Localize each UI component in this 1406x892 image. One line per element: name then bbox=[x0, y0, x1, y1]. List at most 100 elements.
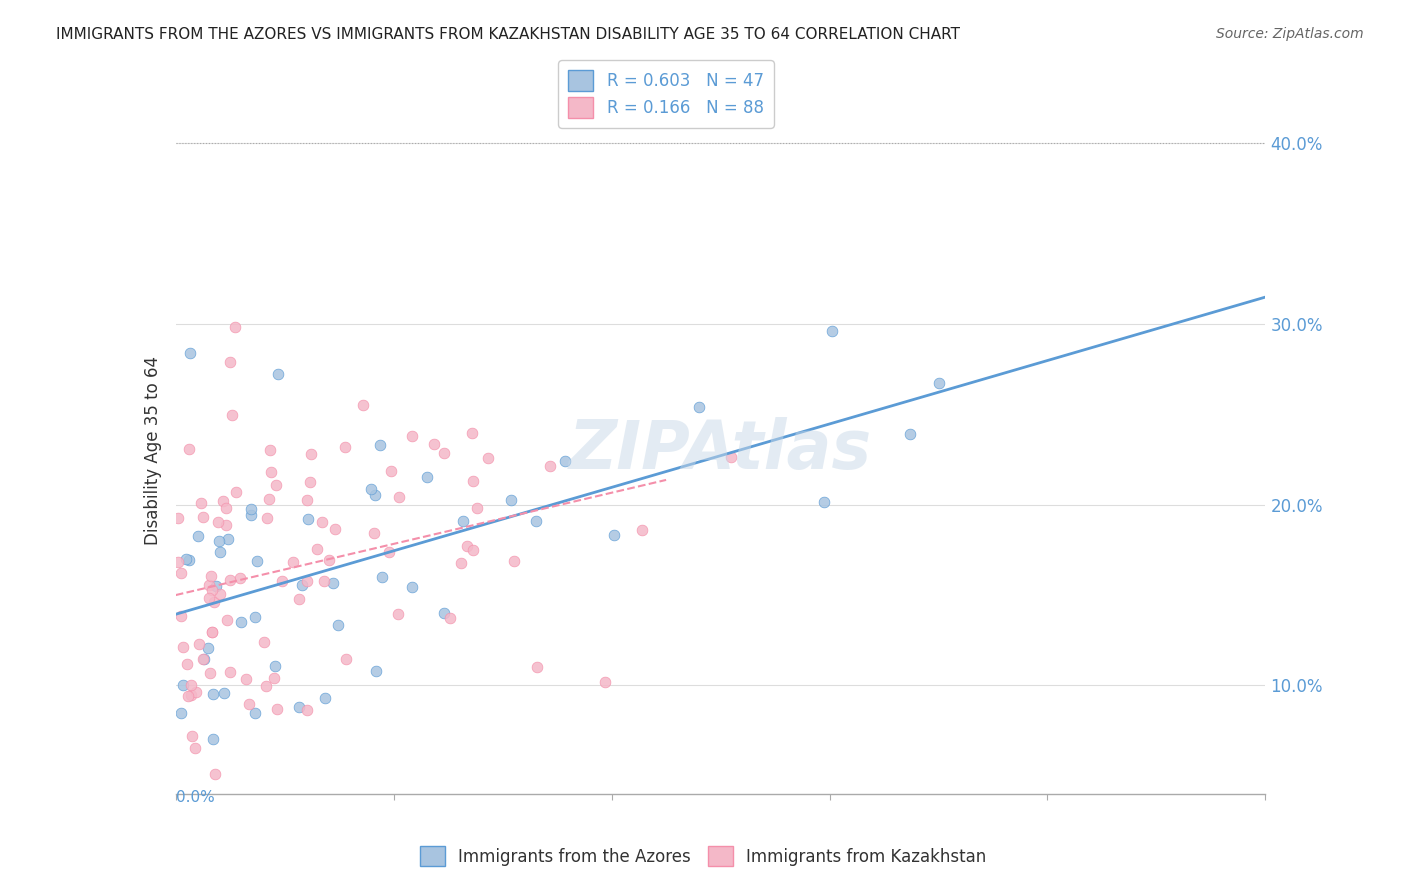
Point bbox=[364, 488, 387, 502]
Point bbox=[198, 591, 221, 606]
Point bbox=[352, 398, 374, 412]
Point bbox=[174, 551, 197, 566]
Point bbox=[177, 442, 200, 456]
Point bbox=[198, 665, 221, 680]
Point bbox=[538, 458, 561, 473]
Point bbox=[201, 732, 224, 747]
Point bbox=[314, 691, 336, 706]
Point bbox=[266, 702, 288, 716]
Point bbox=[215, 500, 238, 515]
Point bbox=[197, 640, 219, 655]
Point bbox=[318, 552, 340, 566]
Point bbox=[297, 511, 319, 525]
Point bbox=[172, 640, 194, 654]
Point bbox=[503, 554, 526, 568]
Point bbox=[219, 573, 242, 587]
Point bbox=[256, 511, 278, 525]
Point bbox=[898, 426, 921, 441]
Point bbox=[323, 522, 346, 536]
Point bbox=[287, 591, 309, 606]
Point bbox=[312, 574, 335, 588]
Point bbox=[335, 652, 357, 666]
Point bbox=[593, 675, 616, 690]
Point bbox=[240, 501, 263, 516]
Point bbox=[259, 442, 281, 457]
Point bbox=[416, 470, 439, 484]
Point bbox=[246, 553, 269, 567]
Point bbox=[267, 367, 290, 381]
Point bbox=[204, 766, 226, 780]
Point bbox=[295, 493, 318, 508]
Point bbox=[450, 556, 472, 570]
Point bbox=[371, 569, 394, 583]
Text: ZIPAtlas: ZIPAtlas bbox=[569, 417, 872, 483]
Point bbox=[433, 446, 456, 460]
Point bbox=[217, 532, 239, 546]
Point bbox=[201, 624, 224, 639]
Point bbox=[228, 571, 250, 585]
Point bbox=[170, 566, 193, 580]
Point bbox=[167, 511, 190, 525]
Point bbox=[526, 659, 548, 673]
Point bbox=[326, 618, 349, 632]
Point bbox=[238, 698, 260, 712]
Point bbox=[281, 555, 304, 569]
Point bbox=[821, 325, 844, 339]
Point bbox=[456, 539, 478, 553]
Point bbox=[467, 501, 489, 516]
Point bbox=[333, 440, 356, 454]
Point bbox=[253, 635, 276, 649]
Point bbox=[208, 586, 231, 600]
Point bbox=[264, 659, 287, 673]
Point bbox=[208, 533, 231, 548]
Point bbox=[499, 492, 522, 507]
Text: Source: ZipAtlas.com: Source: ZipAtlas.com bbox=[1216, 27, 1364, 41]
Point bbox=[322, 576, 344, 591]
Point bbox=[179, 346, 201, 360]
Point bbox=[184, 741, 207, 756]
Point bbox=[219, 355, 242, 369]
Point bbox=[463, 543, 485, 558]
Point bbox=[200, 625, 222, 640]
Point bbox=[239, 508, 262, 522]
Point bbox=[211, 494, 233, 508]
Point bbox=[170, 706, 193, 720]
Point bbox=[180, 688, 202, 702]
Point bbox=[270, 574, 292, 589]
Point bbox=[603, 528, 626, 542]
Point bbox=[387, 491, 409, 505]
Point bbox=[461, 475, 484, 489]
Point bbox=[215, 613, 238, 627]
Legend: Immigrants from the Azores, Immigrants from Kazakhstan: Immigrants from the Azores, Immigrants f… bbox=[412, 838, 994, 875]
Point bbox=[288, 700, 311, 714]
Point bbox=[177, 552, 200, 566]
Point bbox=[299, 448, 322, 462]
Point bbox=[243, 610, 266, 624]
Point bbox=[191, 509, 214, 524]
Point bbox=[177, 689, 200, 703]
Point bbox=[260, 465, 283, 479]
Point bbox=[422, 436, 444, 450]
Point bbox=[214, 685, 236, 699]
Point bbox=[224, 320, 246, 334]
Point bbox=[190, 496, 212, 510]
Point bbox=[180, 678, 202, 692]
Point bbox=[451, 514, 474, 528]
Point bbox=[205, 579, 228, 593]
Point bbox=[524, 514, 547, 528]
Point bbox=[360, 482, 382, 496]
Point bbox=[193, 652, 215, 666]
Point bbox=[311, 515, 333, 529]
Point bbox=[176, 657, 198, 671]
Text: IMMIGRANTS FROM THE AZORES VS IMMIGRANTS FROM KAZAKHSTAN DISABILITY AGE 35 TO 64: IMMIGRANTS FROM THE AZORES VS IMMIGRANTS… bbox=[56, 27, 960, 42]
Point bbox=[433, 607, 456, 621]
Point bbox=[225, 484, 247, 499]
Point bbox=[368, 437, 391, 451]
Point bbox=[235, 672, 257, 686]
Point bbox=[363, 526, 385, 541]
Point bbox=[263, 671, 285, 685]
Text: 0.0%: 0.0% bbox=[176, 790, 215, 805]
Y-axis label: Disability Age 35 to 64: Disability Age 35 to 64 bbox=[143, 356, 162, 545]
Point bbox=[461, 425, 484, 440]
Point bbox=[401, 428, 423, 442]
